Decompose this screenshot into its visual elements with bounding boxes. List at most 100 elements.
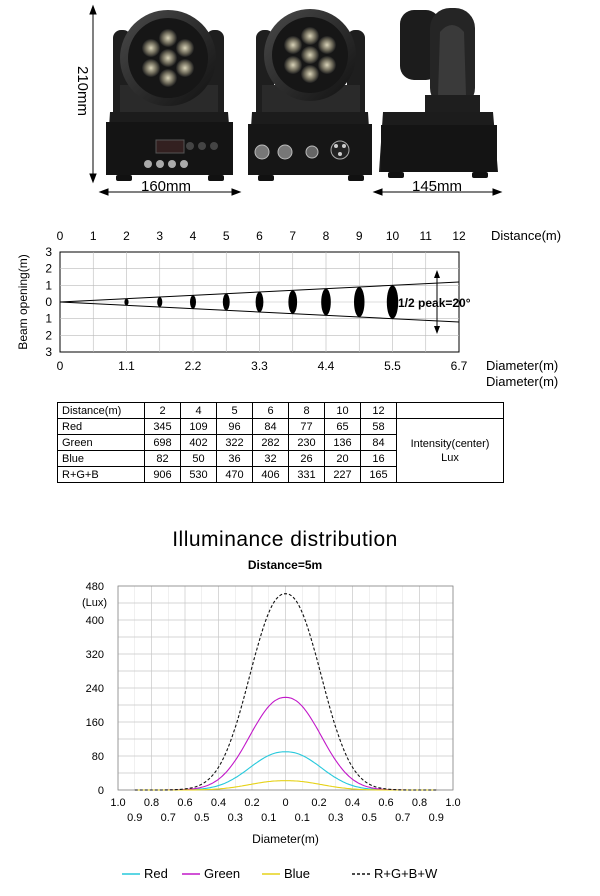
table-cell: 165 [360,466,397,483]
x-subtick-label: 0.9 [429,812,444,824]
table-header-cell: 10 [324,402,361,419]
x-tick-label: 1.0 [445,797,460,809]
table-cell: 20 [324,450,361,467]
table-cell: 530 [180,466,217,483]
y-tick-label: 240 [86,683,104,695]
distance-tick-label: 4 [190,229,197,243]
table-cell: 96 [216,418,253,435]
distance-tick-label: 5 [223,229,230,243]
x-subtick-label: 0.5 [194,812,209,824]
x-subtick-label: 0.1 [261,812,276,824]
product-images [89,4,503,196]
table-cell: 322 [216,434,253,451]
beam-cross-section [222,293,230,311]
y-tick-label: 480 [86,581,104,593]
table-row-label: Red [57,418,145,435]
distance-tick-label: 3 [156,229,163,243]
legend-label: R+G+B+W [374,866,438,881]
table-cell: 36 [216,450,253,467]
table-header-cell: 12 [360,402,397,419]
table-row: Blue 82 50 36 32 26 20 16 [57,450,504,467]
y-tick-label: 400 [86,615,104,627]
opening-tick-label: 2 [45,328,52,342]
table-header-cell: 5 [216,402,253,419]
beam-cross-section [321,288,331,316]
table-header-cell: 6 [252,402,289,419]
opening-tick-label: 3 [45,245,52,259]
y-unit-label: (Lux) [82,597,107,609]
distance-tick-label: 2 [123,229,130,243]
peak-arrow-head [434,326,440,334]
opening-tick-label: 3 [45,345,52,359]
distance-tick-label: 9 [356,229,363,243]
width-dimension-label: 160mm [141,178,192,195]
legend-label: Red [144,866,168,881]
diameter-axis-label-2: Diameter(m) [486,374,558,389]
distance-tick-label: 12 [452,229,466,243]
table-cell: 84 [360,434,397,451]
x-tick-label: 0.2 [244,797,259,809]
table-cell: 470 [216,466,253,483]
diameter-tick-label: 6.7 [451,359,468,373]
table-row-label: Green [57,434,145,451]
x-tick-label: 0 [282,797,288,809]
beam-cross-section [124,298,129,306]
height-dimension-label: 210mm [74,65,91,117]
table-header-cell: 4 [180,402,217,419]
x-tick-label: 0.2 [311,797,326,809]
illuminance-chart: 1.0 0.8 0.6 0.4 0.2 0 0.2 0.4 0.6 0.8 1.00.9 0.7 0.5… [82,581,461,881]
table-cell: 136 [324,434,361,451]
distance-tick-label: 1 [90,229,97,243]
half-peak-label: 1/2 peak=20° [398,296,471,310]
y-tick-label: 0 [98,785,104,797]
legend-label: Blue [284,866,310,881]
y-tick-label: 160 [86,717,104,729]
table-cell: 402 [180,434,217,451]
diameter-tick-label: 4.4 [318,359,335,373]
x-tick-label: 0.4 [211,797,226,809]
distance-tick-label: 0 [57,229,64,243]
peak-arrow-head [434,270,440,278]
distance-axis-label: Distance(m) [491,228,561,243]
x-subtick-label: 0.7 [161,812,176,824]
beam-cross-section [190,295,196,309]
distance-tick-label: 6 [256,229,263,243]
opening-tick-label: 1 [45,278,52,292]
fixture-front-view [106,10,233,181]
opening-tick-label: 0 [45,295,52,309]
table-cell: 282 [252,434,289,451]
x-subtick-label: 0.5 [362,812,377,824]
beam-cross-section [386,285,399,319]
diameter-tick-label: 5.5 [384,359,401,373]
table-cell: 698 [144,434,181,451]
x-tick-label: 0.8 [412,797,427,809]
table-cell: 16 [360,450,397,467]
depth-dimension-label: 145mm [412,178,463,195]
curve-r-g-b-w [134,593,437,791]
x-subtick-label: 0.9 [127,812,142,824]
diameter-tick-label: 2.2 [185,359,202,373]
intensity-unit-cell: Intensity(center) Lux [396,418,504,483]
diameter-axis-label: Diameter(m) [486,358,558,373]
legend-label: Green [204,866,240,881]
illuminance-title: Illuminance distribution [172,528,398,551]
table-cell: 58 [360,418,397,435]
table-header-blank [396,402,504,419]
table-row-label: Blue [57,450,145,467]
table-cell: 345 [144,418,181,435]
table-cell: 230 [288,434,325,451]
diameter-tick-label: 1.1 [118,359,135,373]
intensity-unit: Lux [441,451,459,464]
table-cell: 65 [324,418,361,435]
curve-blue [134,780,437,791]
table-cell: 331 [288,466,325,483]
distance-tick-label: 7 [289,229,296,243]
table-header-cell: Distance(m) [57,402,145,419]
x-subtick-label: 0.7 [395,812,410,824]
x-tick-label: 1.0 [110,797,125,809]
illum-plot-frame [117,585,454,791]
table-cell: 26 [288,450,325,467]
x-tick-label: 0.4 [345,797,360,809]
beam-cross-section [157,297,163,307]
illuminance-subtitle: Distance=5m [247,558,323,572]
